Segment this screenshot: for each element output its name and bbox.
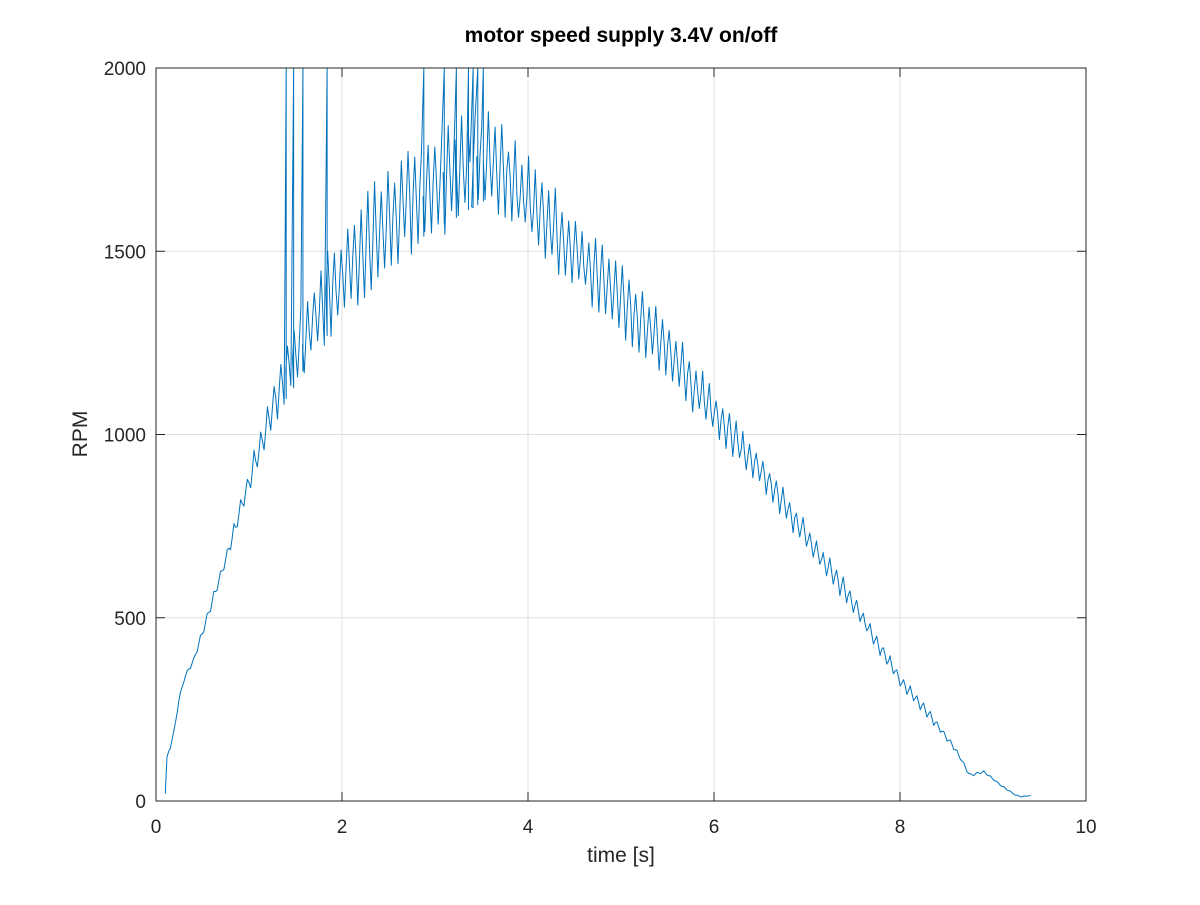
grid-lines	[156, 68, 1086, 801]
tick-marks	[155, 67, 1087, 802]
x-tick-labels: 0 2 4 6 8 10	[151, 817, 1097, 838]
series-line-0	[164, 67, 1031, 798]
x-tick-label: 4	[523, 817, 534, 838]
y-tick-label: 1500	[104, 242, 146, 263]
x-tick-label: 10	[1075, 817, 1096, 838]
x-tick-label: 8	[895, 817, 906, 838]
y-tick-label: 2000	[104, 59, 146, 80]
chart-title: motor speed supply 3.4V on/off	[465, 24, 779, 47]
x-tick-label: 6	[709, 817, 720, 838]
y-tick-label: 500	[114, 609, 146, 630]
x-tick-label: 0	[151, 817, 162, 838]
y-tick-label: 1000	[104, 426, 146, 447]
y-axis-label: RPM	[69, 411, 92, 458]
series-layer	[164, 67, 1031, 798]
y-tick-label: 0	[135, 792, 146, 813]
x-tick-label: 2	[337, 817, 348, 838]
y-tick-labels: 0 500 1000 1500 2000	[104, 59, 146, 813]
x-axis-label: time [s]	[587, 844, 655, 867]
